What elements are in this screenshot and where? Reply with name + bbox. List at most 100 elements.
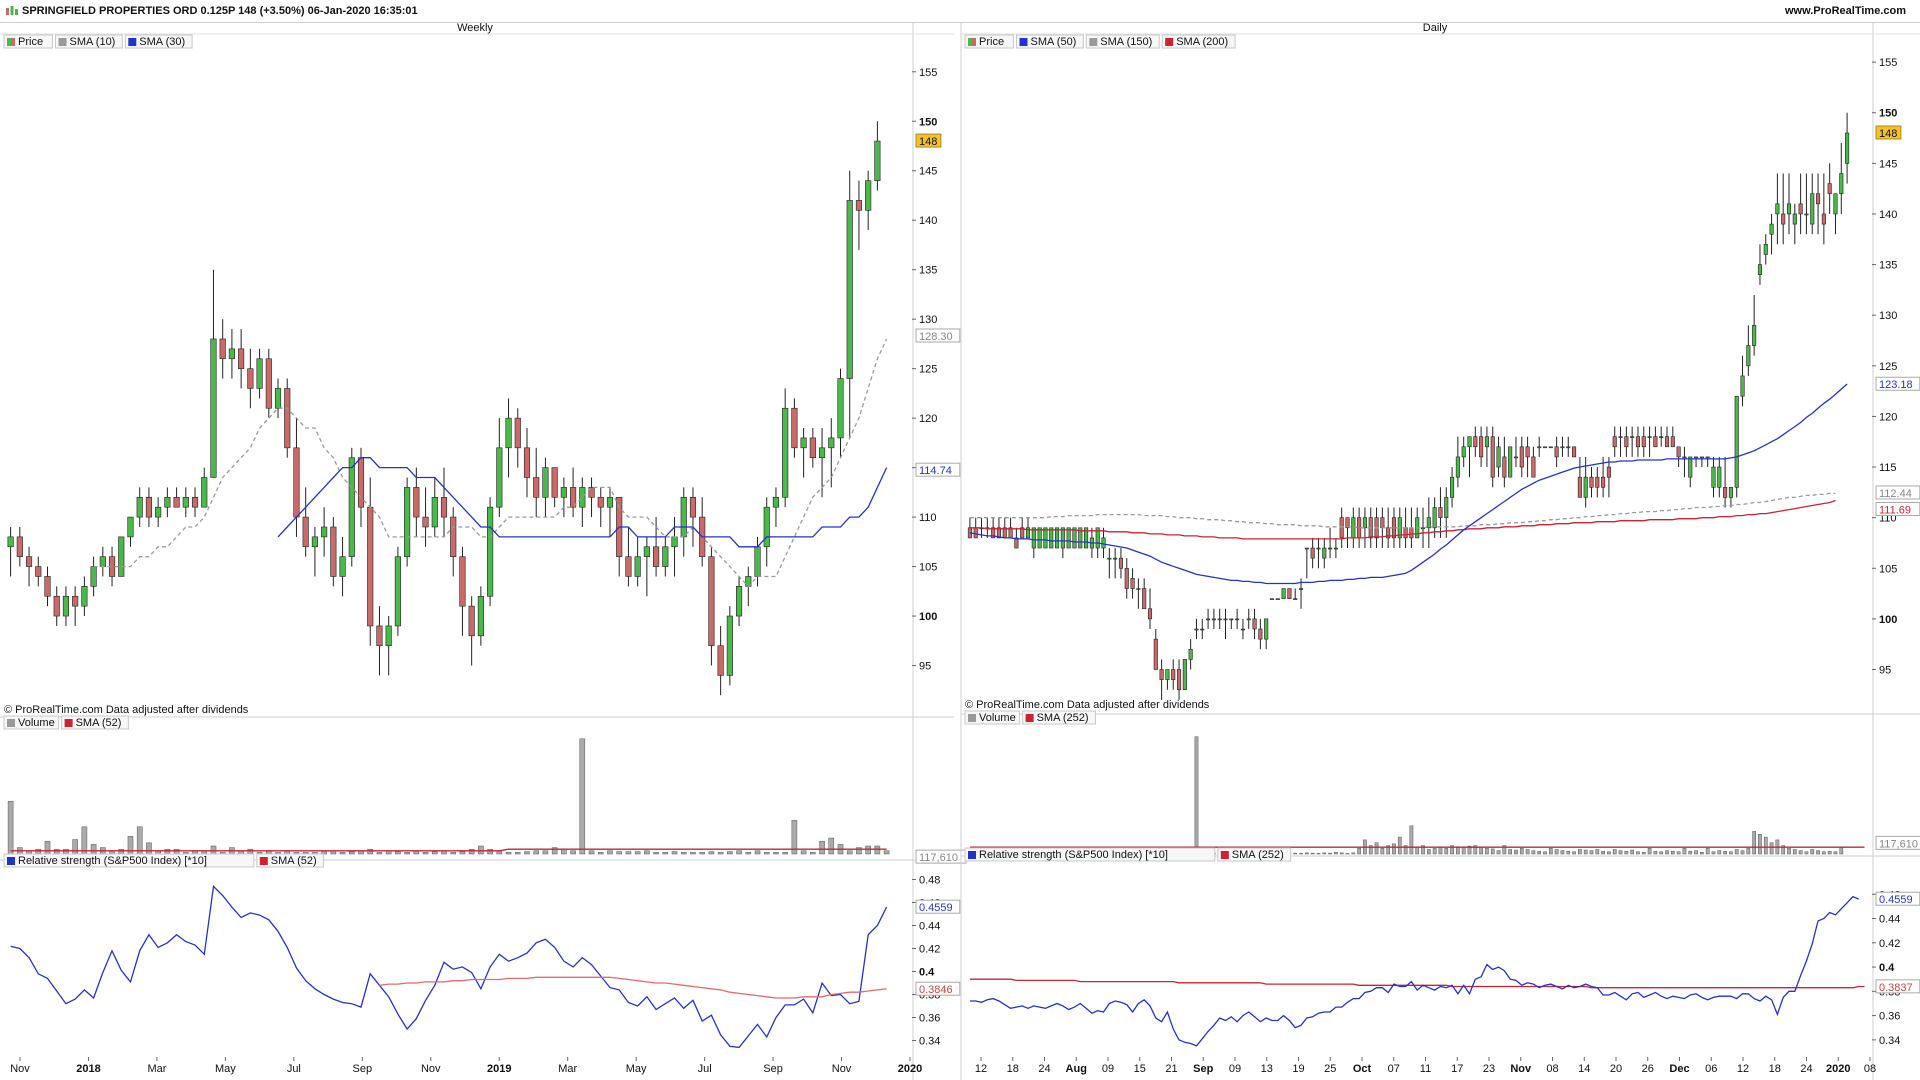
daily-candle[interactable]	[1142, 588, 1147, 610]
daily-candle[interactable]	[1612, 436, 1617, 448]
daily-candle[interactable]	[1031, 527, 1036, 549]
daily-candle[interactable]	[1020, 527, 1025, 539]
daily-volume-bar[interactable]	[1543, 851, 1547, 855]
daily-volume-bar[interactable]	[1485, 848, 1489, 855]
weekly-candle[interactable]	[219, 338, 226, 360]
daily-candle[interactable]	[1525, 446, 1530, 458]
daily-candle[interactable]	[1025, 527, 1031, 539]
daily-volume-bar[interactable]	[1502, 845, 1507, 855]
daily-candle[interactable]	[1298, 588, 1304, 590]
daily-candle[interactable]	[1182, 659, 1187, 691]
weekly-volume-bar[interactable]	[597, 852, 604, 855]
weekly-volume-bar[interactable]	[422, 852, 429, 855]
weekly-volume-bar[interactable]	[81, 826, 88, 855]
daily-volume-bar[interactable]	[1822, 851, 1826, 855]
weekly-candle[interactable]	[367, 506, 374, 627]
weekly-candle[interactable]	[62, 595, 70, 617]
daily-volume-bar[interactable]	[1787, 848, 1791, 855]
daily-candle[interactable]	[1409, 527, 1414, 539]
weekly-volume-bar[interactable]	[671, 851, 678, 855]
daily-candle[interactable]	[1601, 476, 1606, 488]
daily-candle[interactable]	[1711, 466, 1716, 488]
daily-candle[interactable]	[1479, 436, 1484, 458]
weekly-volume-bar[interactable]	[874, 845, 881, 855]
daily-candle[interactable]	[1426, 517, 1431, 529]
daily-candle[interactable]	[1775, 203, 1780, 215]
weekly-candle[interactable]	[588, 487, 595, 498]
daily-volume-bar[interactable]	[1798, 850, 1803, 855]
daily-candle[interactable]	[1734, 395, 1739, 488]
daily-volume-bar[interactable]	[1612, 849, 1617, 855]
weekly-candle[interactable]	[118, 536, 125, 577]
daily-volume-bar[interactable]	[1514, 849, 1518, 855]
daily-candle[interactable]	[1513, 456, 1519, 459]
daily-volume-bar[interactable]	[1467, 845, 1472, 855]
weekly-candle[interactable]	[570, 487, 577, 508]
weekly-volume-bar[interactable]	[146, 842, 152, 855]
weekly-candle[interactable]	[357, 457, 365, 508]
daily-volume-bar[interactable]	[1415, 846, 1420, 855]
daily-price-legend-box-3[interactable]	[1161, 34, 1236, 49]
daily-candle[interactable]	[1653, 436, 1658, 448]
weekly-volume-bar[interactable]	[247, 848, 254, 855]
weekly-volume-bar[interactable]	[551, 847, 558, 855]
daily-candle[interactable]	[1101, 537, 1106, 549]
daily-candle[interactable]	[1630, 436, 1635, 438]
daily-volume-bar[interactable]	[1827, 850, 1832, 855]
daily-candle[interactable]	[1165, 669, 1170, 680]
daily-volume-bar[interactable]	[1665, 850, 1669, 855]
weekly-volume-bar[interactable]	[542, 850, 549, 855]
weekly-volume-bar[interactable]	[367, 848, 374, 855]
daily-candle[interactable]	[1664, 436, 1670, 448]
weekly-candle[interactable]	[155, 506, 162, 518]
weekly-candle[interactable]	[653, 546, 660, 567]
weekly-candle[interactable]	[606, 496, 614, 508]
weekly-candle[interactable]	[763, 506, 770, 548]
daily-candle[interactable]	[1763, 244, 1768, 255]
weekly-volume-bar[interactable]	[210, 845, 217, 855]
daily-candle[interactable]	[1490, 436, 1495, 478]
daily-candle[interactable]	[1554, 446, 1559, 458]
daily-candle[interactable]	[1548, 446, 1553, 449]
daily-volume-legend-box-1[interactable]	[1022, 710, 1096, 725]
daily-candle[interactable]	[1508, 446, 1513, 478]
daily-volume-bar[interactable]	[1833, 851, 1838, 855]
daily-candle[interactable]	[1606, 466, 1611, 478]
daily-candle[interactable]	[1229, 618, 1234, 621]
weekly-volume-bar[interactable]	[376, 852, 383, 855]
daily-candle[interactable]	[1769, 223, 1774, 235]
weekly-rs-legend-box-1[interactable]	[256, 853, 325, 868]
weekly-candle[interactable]	[754, 546, 761, 577]
daily-candle[interactable]	[973, 527, 978, 539]
daily-candle[interactable]	[1188, 648, 1193, 660]
daily-candle[interactable]	[1781, 213, 1786, 225]
weekly-candle[interactable]	[256, 358, 263, 389]
daily-candle[interactable]	[1147, 608, 1153, 620]
weekly-candle[interactable]	[625, 556, 632, 577]
daily-candle[interactable]	[1107, 557, 1112, 560]
daily-volume-bar[interactable]	[1554, 849, 1559, 855]
weekly-candle[interactable]	[818, 447, 826, 459]
weekly-volume-bar[interactable]	[653, 852, 659, 855]
weekly-candle[interactable]	[708, 556, 715, 647]
daily-candle[interactable]	[1060, 527, 1065, 549]
daily-candle[interactable]	[1845, 132, 1850, 164]
weekly-candle[interactable]	[726, 615, 733, 676]
weekly-candle[interactable]	[385, 625, 392, 647]
weekly-volume-bar[interactable]	[745, 852, 752, 855]
daily-candle[interactable]	[1647, 436, 1652, 438]
weekly-volume-bar[interactable]	[782, 852, 788, 855]
weekly-candle[interactable]	[717, 645, 724, 676]
daily-candle[interactable]	[1281, 588, 1286, 599]
weekly-volume-bar[interactable]	[625, 851, 632, 855]
weekly-candle[interactable]	[16, 536, 23, 557]
daily-volume-bar[interactable]	[1659, 851, 1664, 855]
weekly-candle[interactable]	[238, 348, 245, 369]
daily-volume-bar[interactable]	[1792, 849, 1797, 855]
daily-candle[interactable]	[1699, 456, 1704, 459]
weekly-volume-bar[interactable]	[450, 852, 457, 855]
daily-volume-bar[interactable]	[1432, 848, 1437, 855]
daily-volume-bar[interactable]	[1293, 852, 1298, 855]
weekly-volume-bar[interactable]	[846, 850, 853, 855]
weekly-volume-bar[interactable]	[865, 845, 871, 855]
